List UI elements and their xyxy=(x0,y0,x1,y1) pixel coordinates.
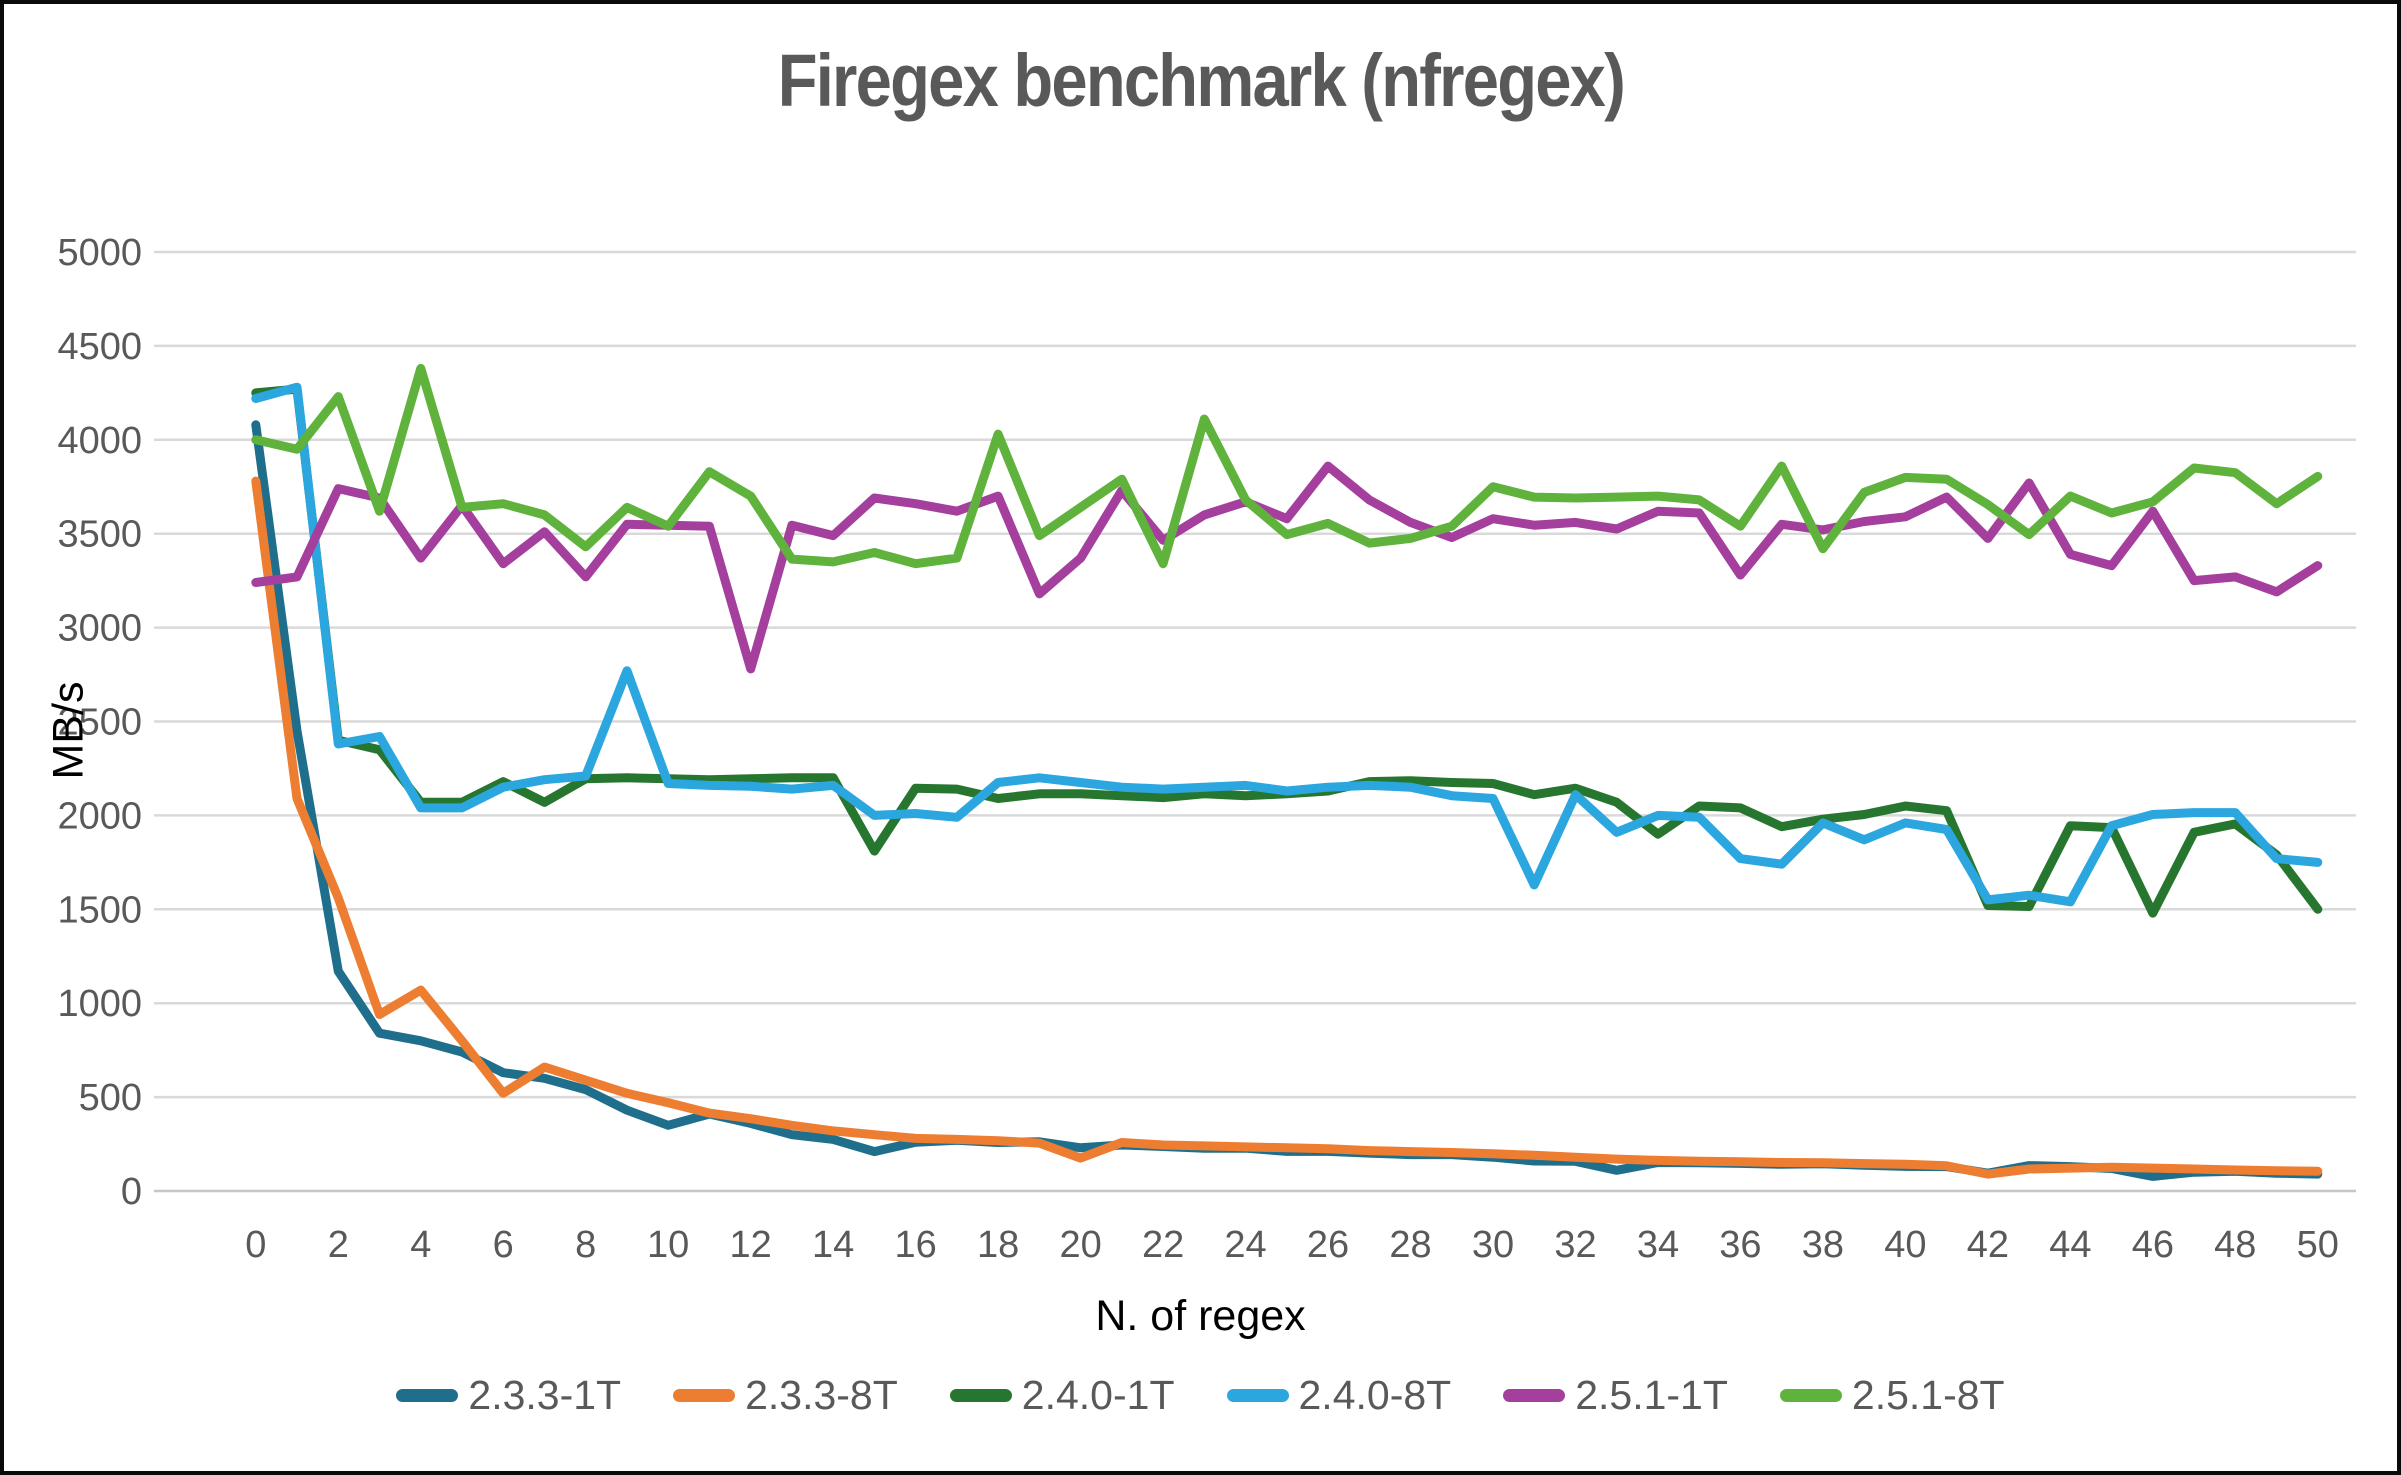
x-tick-label: 24 xyxy=(1224,1224,1266,1266)
x-tick-label: 18 xyxy=(977,1224,1019,1266)
x-tick-label: 22 xyxy=(1142,1224,1184,1266)
x-tick-label: 44 xyxy=(2049,1224,2091,1266)
legend-label: 2.5.1-1T xyxy=(1575,1372,1728,1418)
x-tick-label: 10 xyxy=(647,1224,689,1266)
y-tick-label: 500 xyxy=(79,1077,142,1119)
chart-title: Firegex benchmark (nfregex) xyxy=(4,38,2397,123)
y-axis-tick-labels: 0 500 1000 1500 2000 2500 3000 3500 4000 4500 5000 xyxy=(57,232,142,1213)
legend: 2.3.3-1T 2.3.3-8T 2.4.0-1T 2.4.0-8T 2.5.1-1T… xyxy=(4,1372,2397,1419)
series-line-2.5.1-8T xyxy=(251,363,2323,569)
x-tick-label: 32 xyxy=(1554,1224,1596,1266)
gridlines xyxy=(154,250,2356,1193)
x-axis-title: N. of regex xyxy=(1095,1292,1306,1340)
legend-swatch xyxy=(1779,1389,1842,1402)
legend-label: 2.3.3-8T xyxy=(745,1372,898,1418)
x-tick-label: 6 xyxy=(493,1224,514,1266)
x-tick-label: 46 xyxy=(2132,1224,2174,1266)
legend-item-2.4.0-8T: 2.4.0-8T xyxy=(1226,1372,1452,1419)
x-tick-label: 14 xyxy=(812,1224,854,1266)
legend-swatch xyxy=(1226,1389,1289,1402)
series-lines xyxy=(251,363,2323,1181)
y-tick-label: 5000 xyxy=(57,232,142,274)
y-tick-label: 0 xyxy=(121,1171,142,1213)
y-tick-label: 3000 xyxy=(57,608,142,650)
legend-label: 2.3.3-1T xyxy=(468,1372,622,1418)
x-tick-label: 20 xyxy=(1059,1224,1101,1266)
x-tick-label: 30 xyxy=(1472,1224,1514,1266)
y-tick-label: 3500 xyxy=(57,514,142,556)
x-tick-label: 2 xyxy=(328,1224,349,1266)
x-tick-label: 38 xyxy=(1802,1224,1844,1266)
plot-area: 0500100015002000250030003500400045005000… xyxy=(57,232,2356,1266)
legend-swatch xyxy=(949,1389,1012,1402)
legend-label: 2.4.0-8T xyxy=(1298,1372,1452,1418)
x-tick-label: 40 xyxy=(1884,1224,1926,1266)
legend-item-2.4.0-1T: 2.4.0-1T xyxy=(949,1372,1175,1419)
x-tick-label: 16 xyxy=(894,1224,936,1266)
chart-title-text: Firegex benchmark (nfregex) xyxy=(777,39,1625,122)
y-tick-label: 4000 xyxy=(57,420,142,462)
legend-swatch xyxy=(673,1389,736,1402)
series-line-2.4.0-8T xyxy=(251,382,2323,907)
x-axis-tick-labels: 0 2 4 6 8 10 12 14 16 18 20 22 24 26 28 30 32 34 36 38 40 42 4… xyxy=(245,1224,2339,1266)
y-tick-label: 2000 xyxy=(57,795,142,837)
legend-swatch xyxy=(396,1389,459,1402)
x-tick-label: 8 xyxy=(575,1224,596,1266)
x-tick-label: 42 xyxy=(1967,1224,2009,1266)
x-tick-label: 0 xyxy=(245,1224,266,1266)
legend-item-2.3.3-1T: 2.3.3-1T xyxy=(396,1372,621,1419)
x-tick-label: 12 xyxy=(730,1224,772,1266)
x-tick-label: 50 xyxy=(2297,1224,2339,1266)
legend-swatch xyxy=(1503,1389,1566,1402)
series-line-2.3.3-8T xyxy=(251,476,2323,1179)
legend-label: 2.5.1-8T xyxy=(1851,1372,2005,1418)
x-tick-label: 4 xyxy=(410,1224,431,1266)
legend-item-2.3.3-8T: 2.3.3-8T xyxy=(673,1372,898,1419)
y-tick-label: 1500 xyxy=(57,889,142,931)
legend-label: 2.4.0-1T xyxy=(1021,1372,1175,1418)
y-tick-label: 4500 xyxy=(57,326,142,368)
x-tick-label: 36 xyxy=(1719,1224,1761,1266)
y-tick-label: 1000 xyxy=(57,983,142,1025)
series-line-2.4.0-1T xyxy=(251,384,2323,918)
x-tick-label: 48 xyxy=(2214,1224,2256,1266)
legend-item-2.5.1-1T: 2.5.1-1T xyxy=(1503,1372,1728,1419)
y-axis-title: MB/s xyxy=(44,681,93,780)
x-tick-label: 34 xyxy=(1637,1224,1679,1266)
x-tick-label: 26 xyxy=(1307,1224,1349,1266)
x-tick-label: 28 xyxy=(1389,1224,1431,1266)
legend-item-2.5.1-8T: 2.5.1-8T xyxy=(1779,1372,2005,1419)
series-line-2.5.1-1T xyxy=(251,461,2323,674)
y-tick-label: 2500 xyxy=(57,702,142,744)
